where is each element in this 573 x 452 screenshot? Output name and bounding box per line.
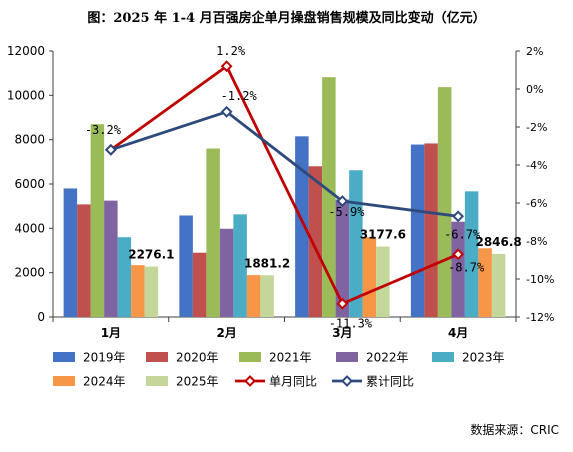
series-line — [110, 64, 459, 306]
legend-label: 2025年 — [176, 375, 219, 389]
bar — [410, 144, 425, 317]
chart-title: 图：2025 年 1-4 月百强房企单月操盘销售规模及同比变动（亿元） — [87, 11, 486, 26]
bar-data-label: 2276.1 — [128, 248, 174, 262]
left-tick-label: 12000 — [7, 44, 45, 58]
legend-swatch — [146, 376, 168, 386]
bar — [77, 204, 91, 317]
legend-swatch — [53, 352, 75, 362]
bar — [478, 248, 492, 317]
right-tick-label: -10% — [526, 273, 554, 286]
line-marker — [220, 60, 233, 73]
line-data-label: -1.2% — [221, 89, 258, 103]
line-data-label: -5.9% — [328, 205, 365, 219]
bar — [219, 228, 234, 317]
line-marker — [336, 195, 349, 208]
category-label: 1月 — [101, 326, 121, 340]
legend-label: 2022年 — [366, 351, 409, 365]
legend-swatch — [336, 352, 358, 362]
legend-swatch — [432, 352, 454, 362]
legend-swatch — [53, 376, 75, 386]
bar — [192, 252, 207, 317]
line-data-label: -3.2% — [85, 123, 122, 137]
legend-label: 2021年 — [269, 351, 312, 365]
legend-label: 2019年 — [83, 351, 126, 365]
legend-swatch — [146, 352, 168, 362]
bar — [206, 148, 220, 317]
legend-label: 2024年 — [83, 375, 126, 389]
left-tick-label: 2000 — [14, 266, 45, 280]
legend-label: 单月同比 — [269, 375, 317, 389]
line-data-label: 1.2% — [216, 44, 246, 58]
bar-data-label: 3177.6 — [360, 228, 406, 242]
bar-data-label: 2846.8 — [475, 235, 521, 249]
bar — [90, 124, 105, 318]
line-data-label: -6.7% — [444, 227, 481, 241]
bar — [335, 199, 350, 317]
category-label: 2月 — [216, 326, 236, 340]
source-note: 数据来源：CRIC — [470, 423, 559, 437]
line-marker — [452, 210, 465, 223]
left-tick-label: 10000 — [7, 88, 45, 102]
line-data-label: -8.7% — [448, 260, 485, 274]
bar — [491, 253, 506, 317]
left-tick-label: 0 — [37, 310, 45, 324]
legend-marker — [244, 375, 256, 387]
series-line — [110, 110, 459, 218]
line-data-label: -11.3% — [329, 317, 373, 331]
line-marker — [336, 297, 349, 310]
bar — [233, 214, 247, 317]
right-tick-label: 0% — [526, 83, 543, 96]
right-tick-label: -4% — [526, 159, 547, 172]
line-marker — [104, 143, 117, 156]
bar — [451, 221, 465, 317]
legend-label: 累计同比 — [366, 375, 414, 389]
bar — [260, 275, 274, 317]
bar-data-label: 1881.2 — [244, 256, 290, 270]
category-label: 4月 — [448, 326, 468, 340]
right-tick-label: -6% — [526, 197, 547, 210]
bar — [464, 191, 479, 317]
bar — [322, 77, 336, 317]
bar — [179, 215, 193, 317]
bar — [117, 237, 132, 317]
right-tick-label: -2% — [526, 121, 547, 134]
bar — [246, 275, 261, 317]
line-marker — [220, 105, 233, 118]
bar — [63, 188, 78, 317]
line-marker — [452, 248, 465, 261]
bar — [437, 87, 452, 317]
legend-label: 2023年 — [462, 351, 505, 365]
left-tick-label: 4000 — [14, 221, 45, 235]
category-label: 3月 — [332, 326, 352, 340]
legend-label: 2020年 — [176, 351, 219, 365]
bar — [424, 143, 438, 317]
bar — [131, 265, 145, 317]
left-tick-label: 8000 — [14, 133, 45, 147]
left-tick-label: 6000 — [14, 177, 45, 191]
right-tick-label: 2% — [526, 45, 543, 58]
bar — [144, 266, 159, 317]
bar — [104, 200, 118, 317]
right-tick-label: -12% — [526, 311, 554, 324]
bar — [376, 246, 390, 317]
bar — [349, 170, 363, 317]
bar — [308, 166, 323, 317]
legend-swatch — [239, 352, 261, 362]
bar — [362, 237, 377, 317]
bar — [295, 136, 309, 317]
legend-marker — [341, 375, 353, 387]
right-tick-label: -8% — [526, 235, 547, 248]
